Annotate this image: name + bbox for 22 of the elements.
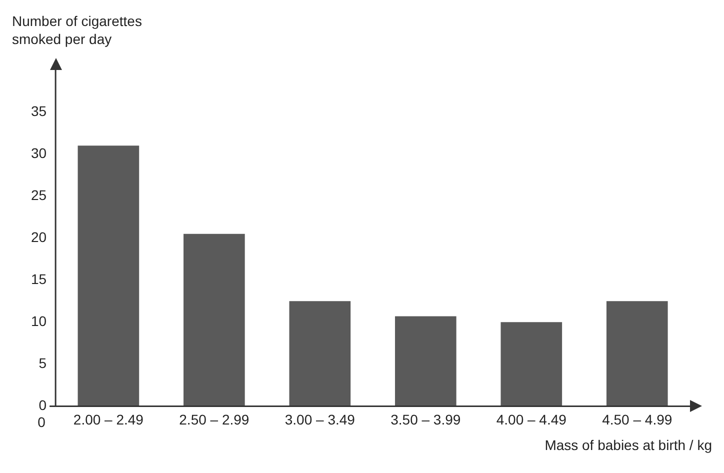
x-tick-label: 4.50 – 4.99 — [602, 411, 672, 428]
x-tick-label: 3.00 – 3.49 — [284, 411, 356, 428]
bar — [184, 234, 245, 406]
y-tick-label: 30 — [30, 144, 47, 161]
y-tick-label: 15 — [30, 270, 47, 287]
x-tick-label: 3.50 – 3.99 — [390, 411, 461, 428]
y-tick-label: 0 — [38, 397, 47, 414]
y-tick-label: 20 — [30, 228, 47, 245]
y-tick-label: 35 — [30, 102, 47, 119]
y-tick-label: 25 — [30, 186, 47, 203]
bar — [78, 146, 140, 406]
y-tick-label: 5 — [38, 355, 47, 372]
x-tick-label: 2.50 – 2.99 — [179, 411, 250, 428]
bar — [394, 316, 456, 406]
x-tick-label: 4.00 – 4.49 — [496, 411, 567, 428]
bar — [289, 301, 351, 406]
y-tick-label: 10 — [30, 313, 47, 330]
bar — [500, 322, 562, 406]
bar — [606, 301, 668, 406]
x-tick-label: 2.00 – 2.49 — [73, 411, 144, 428]
y-axis-title: Number of cigarettes smoked per day — [12, 13, 142, 47]
x-axis-title: Mass of babies at birth / kg — [544, 437, 712, 454]
